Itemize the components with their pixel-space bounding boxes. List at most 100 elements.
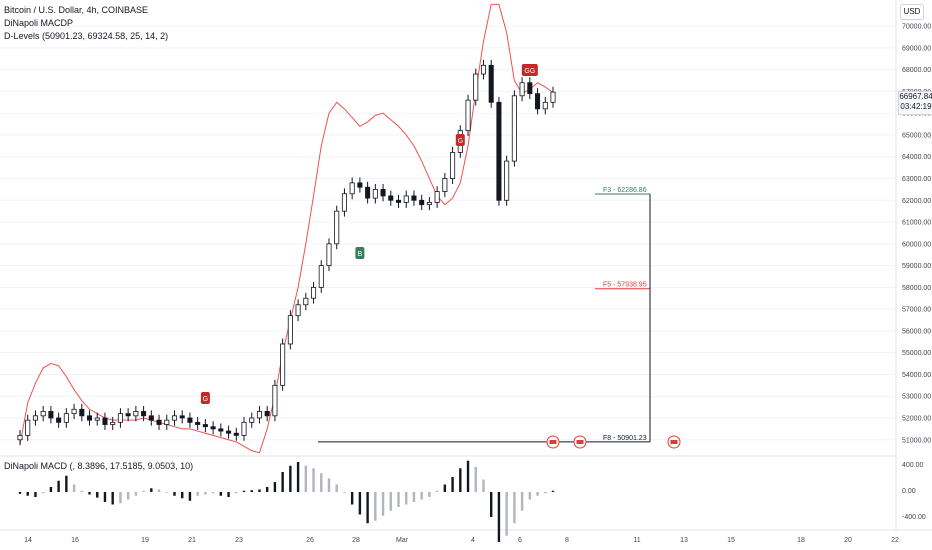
macd-bar	[420, 492, 423, 500]
candle-body	[141, 411, 147, 417]
macd-bar	[18, 492, 22, 494]
candle-body	[17, 435, 23, 441]
y-tick-label: 57000.00	[902, 307, 931, 314]
x-tick-label: 22	[891, 537, 899, 544]
macd-bar	[320, 473, 323, 492]
macd-bar	[412, 492, 416, 502]
candle-body	[233, 432, 239, 436]
macd-bar	[103, 492, 107, 502]
signal-label: GG	[524, 68, 535, 75]
x-tick-label: Mar	[396, 537, 409, 544]
candle-body	[148, 415, 154, 421]
candle-body	[488, 64, 494, 103]
macd-bar	[65, 475, 68, 492]
macd-bar	[327, 478, 331, 492]
macd-bar	[536, 492, 539, 496]
candle-body	[171, 415, 178, 421]
candle-body	[249, 417, 255, 423]
candle-body	[179, 415, 185, 419]
macd-bar	[173, 492, 176, 496]
y-tick-label: 60000.00	[902, 241, 931, 248]
candle-body	[272, 384, 278, 417]
candle-body	[473, 73, 479, 101]
candle-body	[542, 101, 548, 110]
candle-body	[388, 195, 394, 201]
candle-body	[256, 411, 262, 419]
candle-body	[210, 426, 216, 430]
candle-body	[349, 182, 355, 195]
macd-bar	[72, 484, 76, 492]
candle-body	[504, 160, 510, 201]
candle-body	[295, 304, 301, 317]
macd-bar	[250, 490, 253, 492]
candle-body	[280, 343, 286, 386]
macd-bar	[513, 492, 516, 524]
signal-label: G	[203, 396, 208, 403]
candle-body	[419, 199, 425, 206]
candle-body	[25, 419, 31, 436]
y-tick-label: 58000.00	[902, 285, 931, 292]
y-tick-label: 55000.00	[902, 350, 931, 357]
x-tick-label: 16	[71, 537, 79, 544]
macd-bar	[134, 492, 138, 496]
y-tick-label: 63000.00	[902, 176, 931, 183]
macd-bar	[204, 492, 207, 495]
candle-body	[125, 413, 131, 417]
candle-body	[334, 210, 340, 245]
macd-bar	[126, 492, 130, 500]
candle-body	[357, 182, 363, 188]
macd-bar	[490, 492, 493, 517]
candle-body	[202, 424, 208, 428]
macd-bar	[528, 492, 532, 500]
candle-body	[442, 178, 448, 192]
event-icon-flag	[549, 440, 557, 444]
candle-body	[79, 408, 85, 417]
macd-bar	[258, 489, 261, 492]
event-icon-flag	[670, 440, 678, 444]
candle-body	[94, 417, 100, 421]
macd-bar	[544, 492, 547, 494]
x-tick-label: 6	[518, 537, 522, 544]
candle-body	[426, 202, 432, 206]
macd-bar	[335, 484, 338, 492]
macd-bar	[466, 460, 470, 492]
candle-body	[40, 411, 46, 417]
macd-bar	[366, 492, 369, 524]
candle-body	[71, 408, 77, 415]
candle-body	[318, 265, 324, 288]
fib-label: F8 - 50901.23	[603, 435, 647, 442]
macd-bar	[273, 482, 277, 492]
macd-bar	[26, 492, 29, 496]
candle-body	[241, 421, 247, 436]
candle-body	[411, 195, 417, 201]
candle-body	[48, 411, 54, 419]
x-tick-label: 26	[306, 537, 314, 544]
candle-body	[102, 417, 108, 425]
y-tick-label: 62000.00	[902, 198, 931, 205]
macd-bar	[188, 492, 192, 501]
x-tick-label: 15	[727, 537, 735, 544]
currency-button[interactable]: USD	[900, 4, 924, 20]
candle-body	[480, 64, 487, 75]
macd-bar	[381, 492, 385, 516]
macd-tick-label: 400.00	[902, 462, 924, 469]
signal-badge	[200, 392, 210, 404]
macd-bar	[119, 492, 122, 504]
candle-body	[32, 415, 38, 421]
macd-bar	[41, 492, 45, 494]
signal-badge	[455, 134, 465, 146]
x-tick-label: 14	[24, 537, 32, 544]
candle-body	[187, 417, 193, 423]
x-tick-label: 4	[471, 537, 475, 544]
candle-body	[63, 413, 69, 423]
candle-body	[326, 243, 332, 266]
macd-bar	[235, 492, 238, 494]
signal-badge	[355, 247, 365, 259]
x-tick-label: 20	[844, 537, 852, 544]
macd-bar	[142, 490, 145, 492]
macd-bar	[343, 492, 346, 493]
macd-bar	[520, 492, 524, 511]
macd-bar	[497, 492, 501, 542]
macd-bar	[281, 472, 284, 492]
